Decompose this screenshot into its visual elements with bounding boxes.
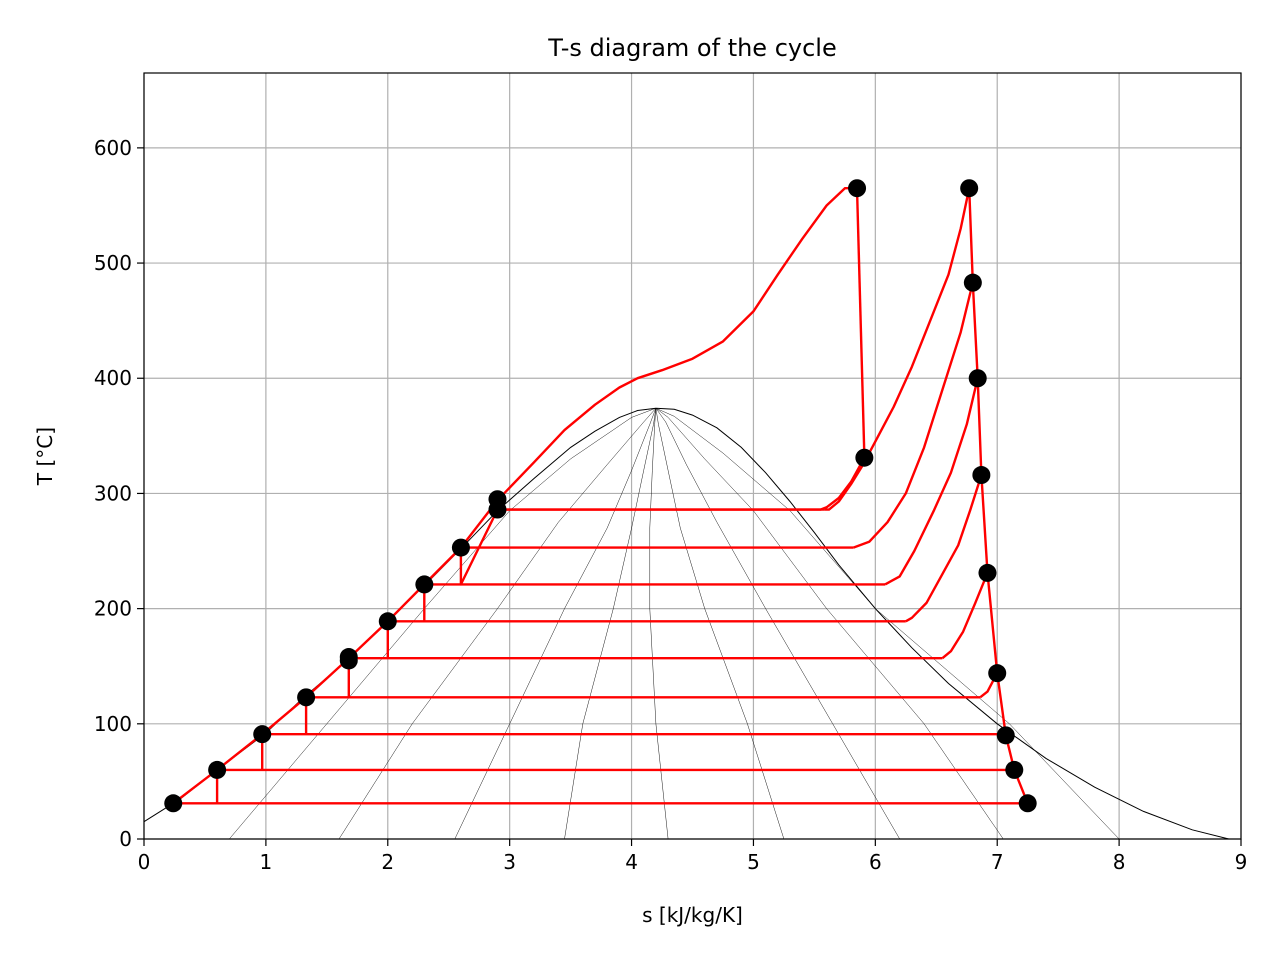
state-point — [339, 648, 358, 667]
quality-line — [655, 408, 785, 840]
cycle-line — [824, 187, 971, 511]
x-tick-label: 7 — [991, 850, 1004, 874]
state-point — [208, 760, 227, 779]
y-tick-label: 300 — [94, 481, 132, 505]
axis-ticks: 0 1 2 3 4 5 6 7 8 9 0 100 200 300 400 500 600 — [94, 136, 1248, 874]
plot-frame — [143, 72, 1242, 840]
state-point — [978, 563, 997, 582]
cycle-line — [884, 377, 979, 586]
cycle-line — [905, 474, 983, 623]
state-point — [297, 688, 316, 707]
state-point — [972, 466, 991, 485]
quality-line — [564, 408, 657, 840]
x-tick-label: 6 — [869, 850, 882, 874]
state-point — [1005, 760, 1024, 779]
state-point — [855, 448, 874, 467]
quality-line — [338, 408, 657, 840]
y-tick-label: 500 — [94, 251, 132, 275]
x-tick-label: 0 — [138, 850, 151, 874]
state-point — [963, 273, 982, 292]
cycle-line — [855, 188, 866, 458]
x-tick-label: 5 — [747, 850, 760, 874]
cycle-line — [172, 186, 857, 805]
state-point — [848, 179, 867, 198]
x-tick-label: 1 — [260, 850, 273, 874]
y-tick-label: 100 — [94, 712, 132, 736]
chart-title: T-s diagram of the cycle — [547, 34, 836, 62]
x-tick-label: 8 — [1113, 850, 1126, 874]
y-tick-label: 600 — [94, 136, 132, 160]
state-point — [488, 490, 507, 509]
y-axis-label: T [°C] — [33, 427, 57, 486]
cycle-line — [459, 509, 854, 586]
cycle-line — [852, 282, 974, 549]
state-point — [996, 726, 1015, 745]
state-point — [960, 179, 979, 198]
y-tick-label: 0 — [119, 827, 132, 851]
cycle-lines — [172, 186, 1029, 805]
state-point — [164, 794, 183, 813]
x-axis-label: s [kJ/kg/K] — [642, 903, 743, 927]
state-point — [988, 664, 1007, 683]
x-tick-label: 4 — [625, 850, 638, 874]
state-point — [378, 612, 397, 631]
quality-line — [454, 408, 657, 840]
x-tick-label: 2 — [381, 850, 394, 874]
quality-line — [655, 408, 900, 840]
x-tick-label: 9 — [1235, 850, 1248, 874]
state-point — [253, 725, 272, 744]
x-tick-label: 3 — [503, 850, 516, 874]
y-tick-label: 400 — [94, 366, 132, 390]
state-points — [164, 179, 1037, 813]
state-point — [1018, 794, 1037, 813]
y-tick-label: 200 — [94, 597, 132, 621]
state-point — [415, 575, 434, 594]
state-point — [968, 369, 987, 388]
cycle-line — [941, 572, 989, 660]
state-point — [451, 538, 470, 557]
quality-line — [649, 408, 669, 840]
